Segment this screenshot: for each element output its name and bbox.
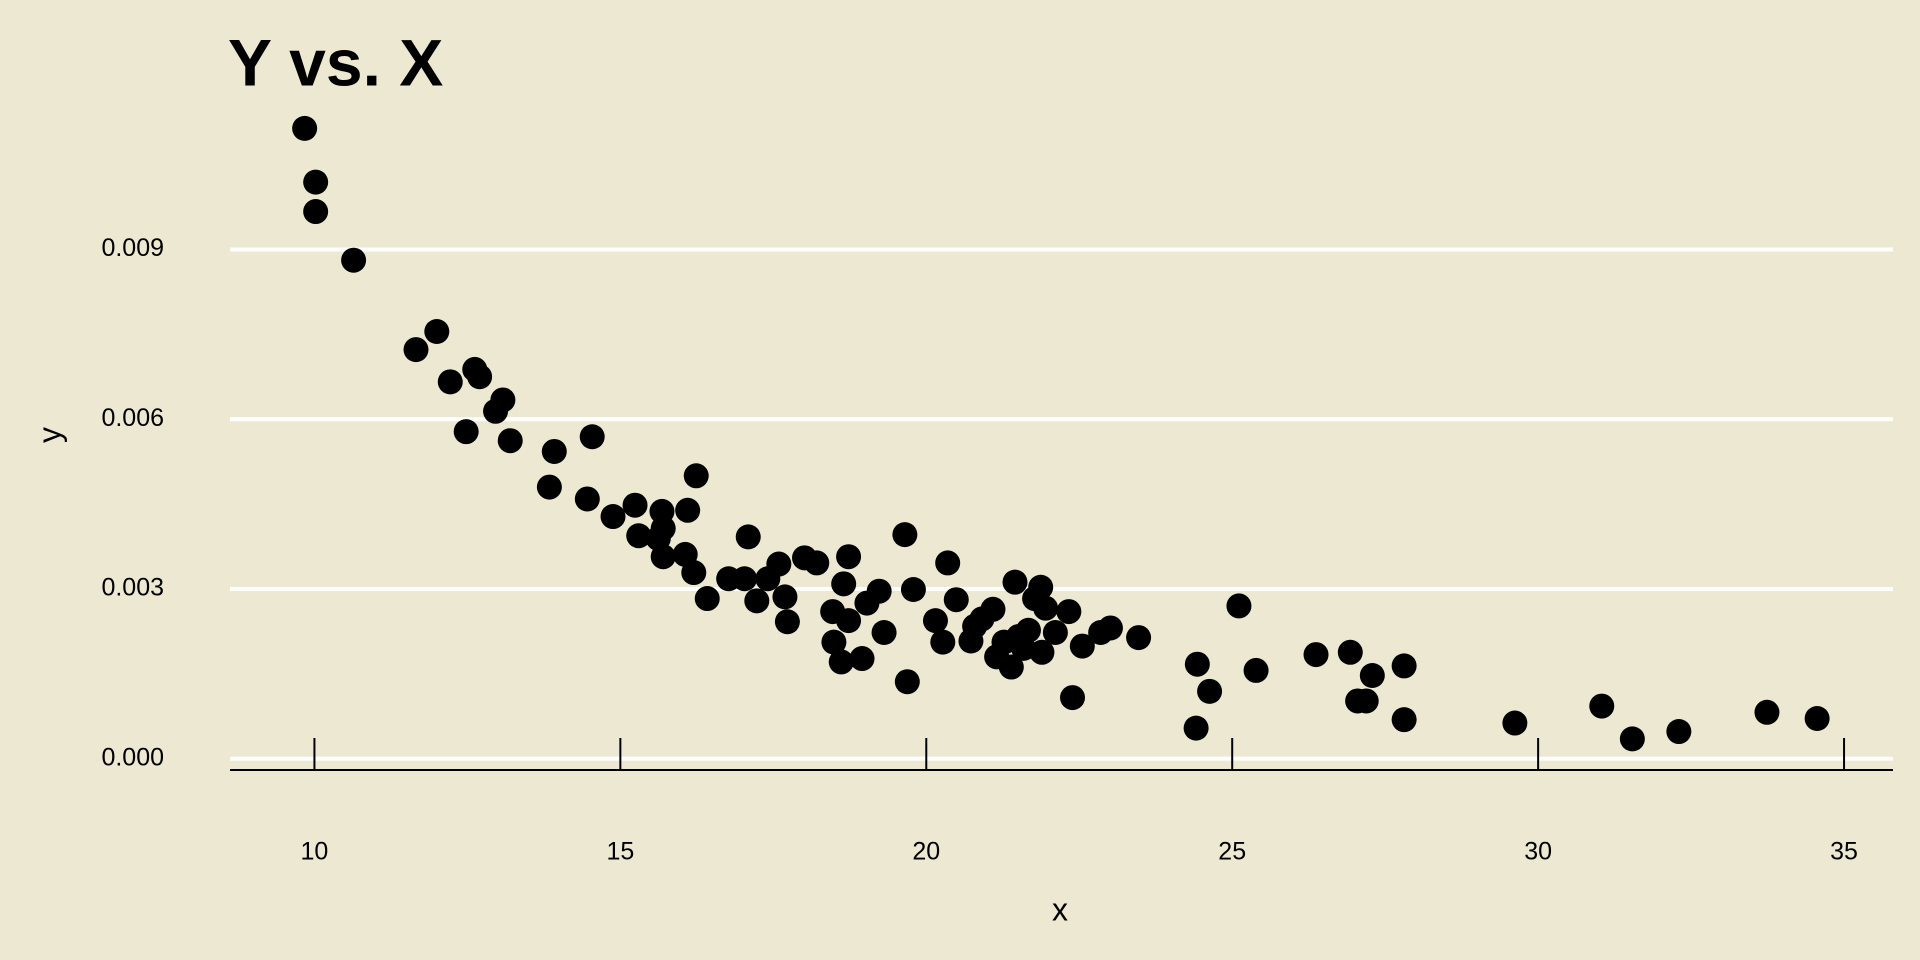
x-tick-label: 30 — [1524, 838, 1552, 866]
y-tick-label: 0.003 — [101, 574, 164, 602]
point — [735, 524, 761, 550]
point — [1126, 625, 1152, 651]
point — [683, 463, 709, 489]
point — [1097, 615, 1123, 641]
point — [341, 247, 367, 273]
point — [1029, 639, 1055, 665]
point — [1391, 653, 1417, 679]
y-tick-label: 0.009 — [101, 234, 164, 262]
point — [922, 608, 948, 634]
x-tick-label: 25 — [1218, 838, 1246, 866]
point — [497, 428, 523, 454]
x-tick-label: 10 — [301, 838, 329, 866]
point — [1028, 574, 1054, 600]
point — [774, 609, 800, 635]
point — [836, 608, 862, 634]
point — [1184, 651, 1210, 677]
point — [804, 550, 830, 576]
point — [849, 646, 875, 672]
point — [1337, 639, 1363, 665]
point — [1391, 707, 1417, 733]
point — [1619, 726, 1645, 752]
point — [1042, 620, 1068, 646]
point — [1056, 599, 1082, 625]
point — [930, 629, 956, 655]
point — [1183, 715, 1209, 741]
point — [744, 588, 770, 614]
point — [828, 649, 854, 675]
point — [1226, 593, 1252, 619]
point — [424, 318, 450, 344]
point — [536, 474, 562, 500]
x-tick-label: 20 — [912, 838, 940, 866]
point — [650, 544, 676, 570]
point — [1754, 699, 1780, 725]
point — [894, 669, 920, 695]
point — [681, 560, 707, 586]
y-tick-label: 0.006 — [101, 404, 164, 432]
point — [766, 551, 792, 577]
point — [292, 115, 318, 141]
point — [1359, 663, 1385, 689]
point — [675, 497, 701, 523]
point — [1666, 719, 1692, 745]
point — [1033, 595, 1059, 621]
y-tick-label: 0.000 — [101, 743, 164, 771]
point — [900, 577, 926, 603]
point — [892, 522, 918, 548]
point — [772, 584, 798, 610]
point — [574, 486, 600, 512]
point — [1589, 693, 1615, 719]
point — [943, 587, 969, 613]
point — [1303, 642, 1329, 668]
x-tick-label: 15 — [606, 838, 634, 866]
point — [732, 566, 758, 592]
point — [821, 629, 847, 655]
point — [579, 424, 605, 450]
point — [437, 369, 463, 395]
point — [694, 586, 720, 612]
point — [1353, 688, 1379, 714]
point — [1015, 617, 1041, 643]
point — [541, 438, 567, 464]
point — [303, 169, 329, 195]
point — [1804, 706, 1830, 732]
chart-title: Y vs. X — [228, 25, 443, 99]
point — [1502, 710, 1528, 736]
point — [1069, 633, 1095, 659]
y-axis-title: y — [31, 427, 67, 443]
point — [1002, 569, 1028, 595]
point — [1243, 657, 1269, 683]
x-tick-label: 35 — [1830, 838, 1858, 866]
point — [998, 654, 1024, 680]
x-axis-title: x — [1052, 891, 1068, 927]
point — [490, 387, 516, 413]
point — [980, 596, 1006, 622]
point — [831, 571, 857, 597]
point — [871, 620, 897, 646]
point — [453, 419, 479, 445]
point — [866, 578, 892, 604]
point — [600, 504, 626, 530]
point — [622, 492, 648, 518]
point — [467, 364, 493, 390]
point — [836, 544, 862, 570]
point — [1060, 685, 1086, 711]
point — [935, 550, 961, 576]
point — [303, 199, 329, 225]
point — [403, 337, 429, 363]
point — [1197, 678, 1223, 704]
point — [626, 523, 652, 549]
